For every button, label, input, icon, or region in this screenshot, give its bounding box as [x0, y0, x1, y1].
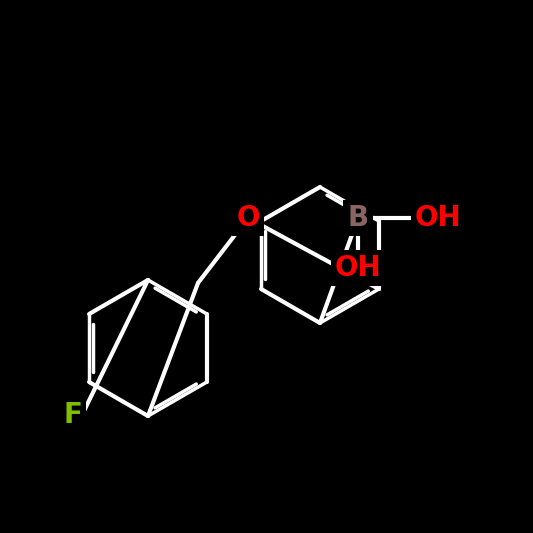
Text: O: O	[236, 204, 260, 232]
Text: B: B	[348, 204, 368, 232]
Text: OH: OH	[335, 254, 381, 282]
Text: OH: OH	[415, 204, 462, 232]
Text: F: F	[63, 401, 82, 429]
